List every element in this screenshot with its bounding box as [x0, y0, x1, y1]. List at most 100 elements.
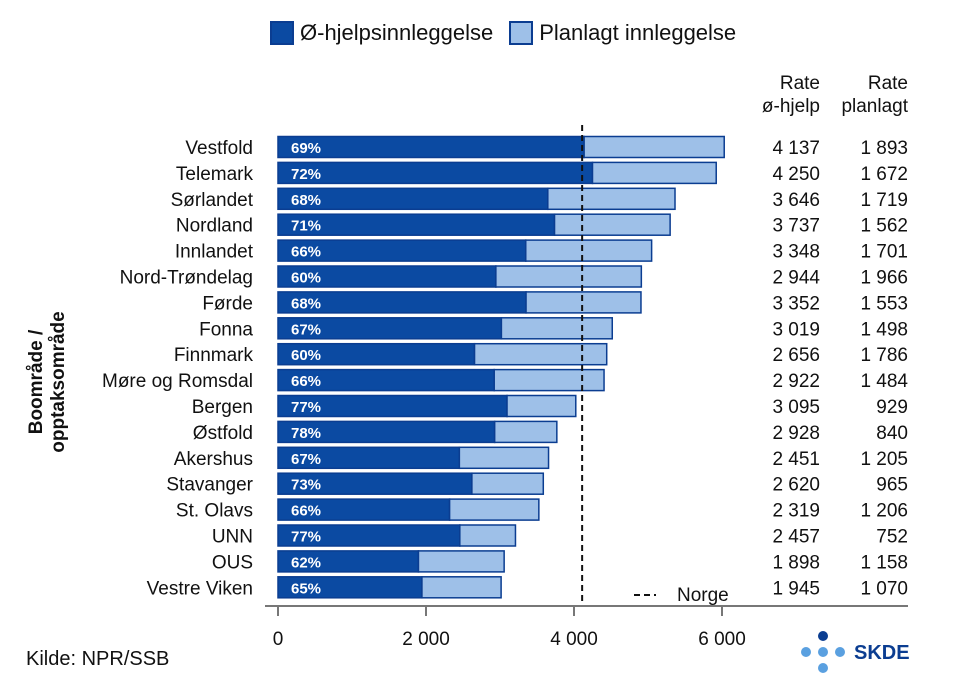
- rate-emergency-value: 3 019: [772, 319, 820, 340]
- rate-planned-value: 1 786: [860, 345, 908, 366]
- header-rate-planned-line1: Rate: [867, 73, 908, 94]
- skde-logo-icon: [801, 631, 845, 673]
- category-label: Innlandet: [175, 242, 254, 263]
- bar-planned: [473, 342, 608, 366]
- rate-emergency-value: 3 737: [772, 216, 820, 237]
- category-label: Østfold: [193, 423, 253, 444]
- percent-label: 77%: [291, 399, 321, 416]
- legend-item-planned: Planlagt innleggelse: [509, 20, 736, 46]
- legend-swatch-emergency: [270, 21, 294, 45]
- rate-emergency-value: 2 457: [772, 527, 820, 548]
- category-label: Vestfold: [185, 138, 253, 159]
- rate-planned-value: 965: [876, 475, 908, 496]
- category-label: Finnmark: [174, 345, 254, 366]
- bar-planned: [471, 472, 545, 495]
- rate-emergency-value: 4 137: [772, 138, 820, 159]
- rate-emergency-value: 1 945: [772, 578, 820, 599]
- percent-label: 68%: [291, 295, 321, 312]
- rate-emergency-value: 2 319: [772, 501, 820, 522]
- bar-planned: [421, 576, 502, 599]
- category-label: UNN: [212, 527, 253, 548]
- percent-label: 60%: [291, 270, 321, 287]
- bar-planned: [493, 368, 605, 392]
- rate-planned-value: 1 158: [860, 552, 908, 573]
- bar-planned: [506, 394, 577, 418]
- rate-planned-value: 929: [876, 397, 908, 418]
- category-label: Møre og Romsdal: [102, 371, 253, 392]
- category-label: OUS: [212, 552, 253, 573]
- legend-label-planned: Planlagt innleggelse: [539, 20, 737, 45]
- category-label: St. Olavs: [176, 501, 253, 522]
- norge-legend-label: Norge: [677, 585, 729, 606]
- percent-label: 66%: [291, 373, 321, 390]
- rate-emergency-value: 3 352: [772, 293, 820, 314]
- rate-planned-value: 752: [876, 527, 908, 548]
- rate-emergency-value: 2 928: [772, 423, 820, 444]
- rate-planned-value: 840: [876, 423, 908, 444]
- legend-swatch-planned: [509, 21, 534, 45]
- category-label: Bergen: [192, 397, 253, 418]
- x-tick-label: 2 000: [402, 629, 450, 650]
- bar-planned: [495, 265, 643, 288]
- percent-label: 68%: [291, 192, 321, 209]
- bar-emergency: [277, 135, 585, 159]
- category-label: Akershus: [174, 449, 253, 470]
- rate-emergency-value: 2 656: [772, 345, 820, 366]
- category-label: Fonna: [199, 319, 253, 340]
- header-rate-emergency: Rate ø-hjelp: [744, 72, 820, 118]
- percent-label: 65%: [291, 580, 321, 597]
- rate-emergency-value: 3 646: [772, 190, 820, 211]
- bar-planned: [583, 135, 725, 159]
- percent-label: 66%: [291, 503, 321, 520]
- category-label: Stavanger: [166, 475, 253, 496]
- rate-emergency-value: 3 095: [772, 397, 820, 418]
- rate-emergency-value: 1 898: [772, 552, 820, 573]
- percent-label: 67%: [291, 321, 321, 338]
- header-rate-emergency-line2: ø-hjelp: [761, 96, 820, 117]
- x-tick-label: 6 000: [698, 629, 746, 650]
- legend-label-emergency: Ø-hjelpsinnleggelse: [300, 20, 494, 45]
- bar-planned: [448, 498, 540, 521]
- rate-planned-value: 1 205: [860, 449, 908, 470]
- bar-planned: [500, 317, 614, 340]
- bar-planned: [547, 187, 676, 211]
- rate-emergency-value: 2 620: [772, 475, 820, 496]
- percent-label: 71%: [291, 218, 321, 235]
- rate-planned-value: 1 562: [860, 216, 908, 237]
- rate-planned-value: 1 966: [860, 268, 908, 289]
- rate-planned-value: 1 672: [860, 164, 908, 185]
- header-rate-planned-line2: planlagt: [841, 96, 908, 117]
- bar-planned: [459, 524, 517, 547]
- rate-emergency-value: 4 250: [772, 164, 820, 185]
- bar-emergency: [277, 161, 594, 185]
- category-label: Telemark: [176, 164, 254, 185]
- percent-label: 67%: [291, 451, 321, 468]
- x-tick-label: 4 000: [550, 629, 598, 650]
- x-tick-label: 0: [273, 629, 284, 650]
- percent-label: 73%: [291, 477, 321, 494]
- rate-emergency-value: 2 944: [772, 268, 820, 289]
- category-label: Førde: [202, 293, 253, 314]
- bar-planned: [525, 239, 653, 262]
- rate-planned-value: 1 484: [860, 371, 908, 392]
- category-label: Vestre Viken: [147, 578, 253, 599]
- rate-emergency-value: 2 451: [772, 449, 820, 470]
- category-label: Sørlandet: [171, 190, 254, 211]
- rate-planned-value: 1 498: [860, 319, 908, 340]
- rate-planned-value: 1 719: [860, 190, 908, 211]
- percent-label: 66%: [291, 244, 321, 261]
- bar-planned: [525, 291, 642, 314]
- rate-planned-value: 1 701: [860, 242, 908, 263]
- skde-logo: SKDE: [800, 630, 910, 676]
- rate-emergency-value: 2 922: [772, 371, 820, 392]
- skde-logo-text: SKDE: [854, 641, 910, 664]
- rate-planned-value: 1 893: [860, 138, 908, 159]
- bar-planned: [417, 550, 505, 573]
- percent-label: 69%: [291, 140, 321, 157]
- rate-emergency-value: 3 348: [772, 242, 820, 263]
- source-note: Kilde: NPR/SSB: [26, 648, 170, 670]
- legend-item-emergency: Ø-hjelpsinnleggelse: [270, 20, 493, 46]
- bar-planned: [591, 161, 717, 185]
- percent-label: 60%: [291, 347, 321, 364]
